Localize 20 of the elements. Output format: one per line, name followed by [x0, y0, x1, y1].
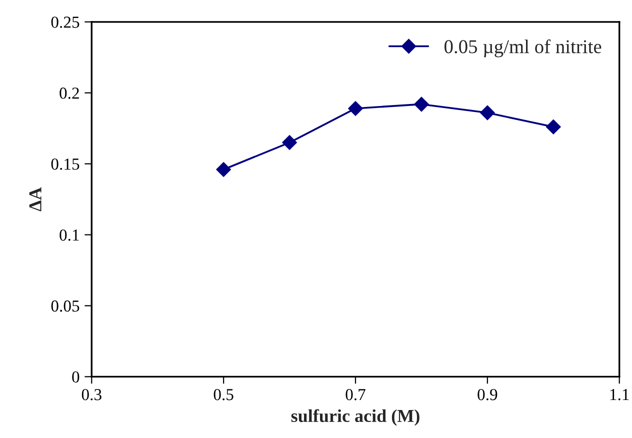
x-tick-label: 1.1	[610, 389, 629, 400]
point	[414, 96, 429, 112]
y-tick-label: 0.25	[51, 16, 80, 28]
y-tick-label: 0	[72, 371, 80, 383]
point	[348, 101, 363, 116]
y-tick-label: 0.1	[60, 229, 79, 241]
x-axis-title: sulfuric acid (M)	[291, 409, 420, 426]
y-tick-label: 0.15	[51, 158, 80, 170]
x-tick-label: 0.5	[214, 388, 234, 400]
x-tick-label: 0.7	[346, 388, 366, 400]
y-axis-title: ΔA	[29, 187, 42, 212]
x-tick-label: 0.3	[82, 388, 102, 400]
y-tick-label: 0.05	[51, 300, 80, 312]
legend-label: 0.05 µg/ml of nitrite	[444, 39, 602, 58]
point	[546, 120, 561, 134]
point	[282, 135, 297, 150]
point	[216, 162, 231, 177]
point	[480, 105, 495, 120]
x-tick-label: 0.9	[478, 388, 498, 400]
y-tick-label: 0.2	[60, 88, 79, 99]
